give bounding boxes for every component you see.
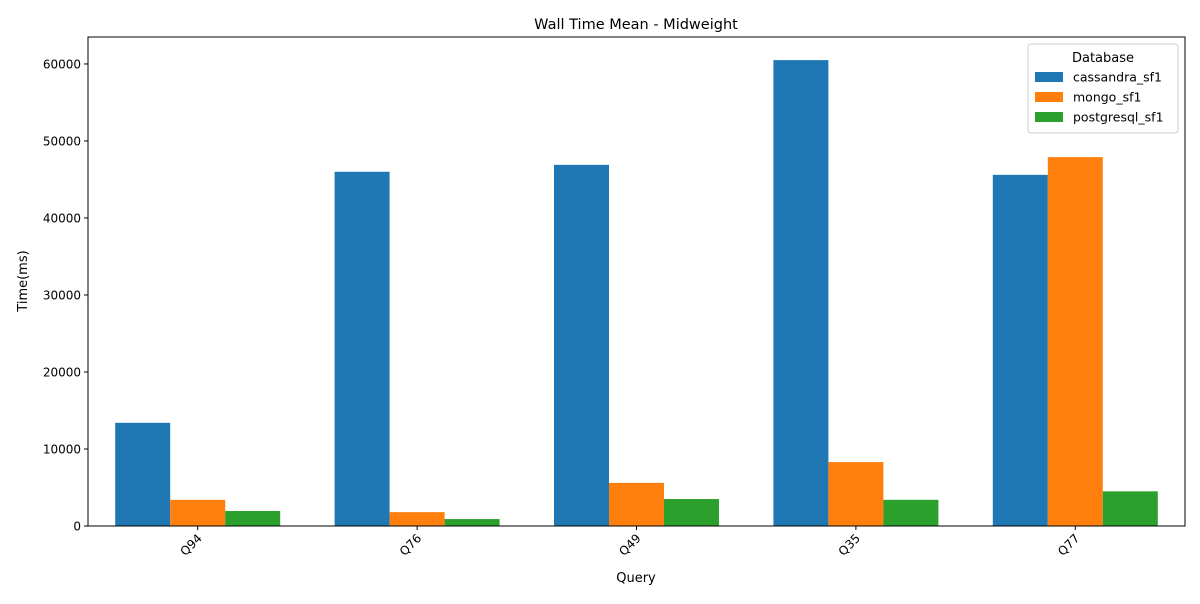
legend-swatch-cassandra_sf1 (1035, 72, 1063, 82)
chart-title: Wall Time Mean - Midweight (534, 17, 738, 33)
bar-postgresql_sf1-Q94 (225, 510, 281, 526)
bar-mongo_sf1-Q94 (170, 499, 226, 526)
plot-frame (87, 36, 1186, 527)
y-axis: 0 10000 20000 30000 40000 50000 60000 (43, 57, 88, 534)
legend-swatch-mongo_sf1 (1035, 92, 1063, 102)
y-tick-label: 30000 (43, 288, 81, 302)
y-tick-label: 10000 (43, 442, 81, 456)
x-tick-label: Q76 (397, 531, 424, 558)
y-tick-label: 60000 (43, 57, 81, 71)
legend-title: Database (1072, 51, 1134, 66)
bar-mongo_sf1-Q35 (828, 462, 884, 526)
legend-swatch-postgresql_sf1 (1035, 112, 1063, 122)
bar-cassandra_sf1-Q77 (992, 174, 1048, 526)
legend-items: cassandra_sf1 mongo_sf1 postgresql_sf1 (1035, 70, 1164, 125)
legend-label-cassandra_sf1: cassandra_sf1 (1073, 70, 1162, 85)
y-tick-label: 40000 (43, 211, 81, 225)
y-tick-label: 50000 (43, 134, 81, 148)
y-axis-label: Time(ms) (16, 250, 31, 312)
x-tick-label: Q94 (177, 531, 204, 558)
y-tick-label: 0 (73, 520, 81, 534)
bar-cassandra_sf1-Q49 (554, 164, 609, 526)
bars-group (115, 60, 1158, 527)
y-tick-label: 20000 (43, 365, 81, 379)
bar-cassandra_sf1-Q35 (773, 60, 829, 527)
legend-frame (1027, 43, 1179, 134)
bar-postgresql_sf1-Q77 (1102, 491, 1158, 526)
bar-mongo_sf1-Q76 (389, 512, 445, 526)
legend-label-postgresql_sf1: postgresql_sf1 (1073, 110, 1164, 125)
bar-cassandra_sf1-Q94 (115, 422, 171, 526)
x-axis-label: Query (616, 571, 656, 586)
bar-mongo_sf1-Q77 (1047, 157, 1103, 527)
x-tick-label: Q35 (836, 531, 863, 558)
x-axis: Q94 Q76 Q49 Q35 Q77 (177, 526, 1082, 559)
bar-cassandra_sf1-Q76 (334, 171, 390, 526)
legend: Database cassandra_sf1 mongo_sf1 postgresq… (1027, 43, 1179, 134)
legend-label-mongo_sf1: mongo_sf1 (1073, 90, 1141, 105)
x-tick-label: Q77 (1055, 531, 1082, 558)
bar-postgresql_sf1-Q76 (444, 519, 500, 526)
bar-postgresql_sf1-Q35 (883, 499, 939, 526)
bar-mongo_sf1-Q49 (609, 482, 664, 526)
x-tick-label: Q49 (616, 531, 643, 558)
bar-postgresql_sf1-Q49 (664, 499, 719, 526)
